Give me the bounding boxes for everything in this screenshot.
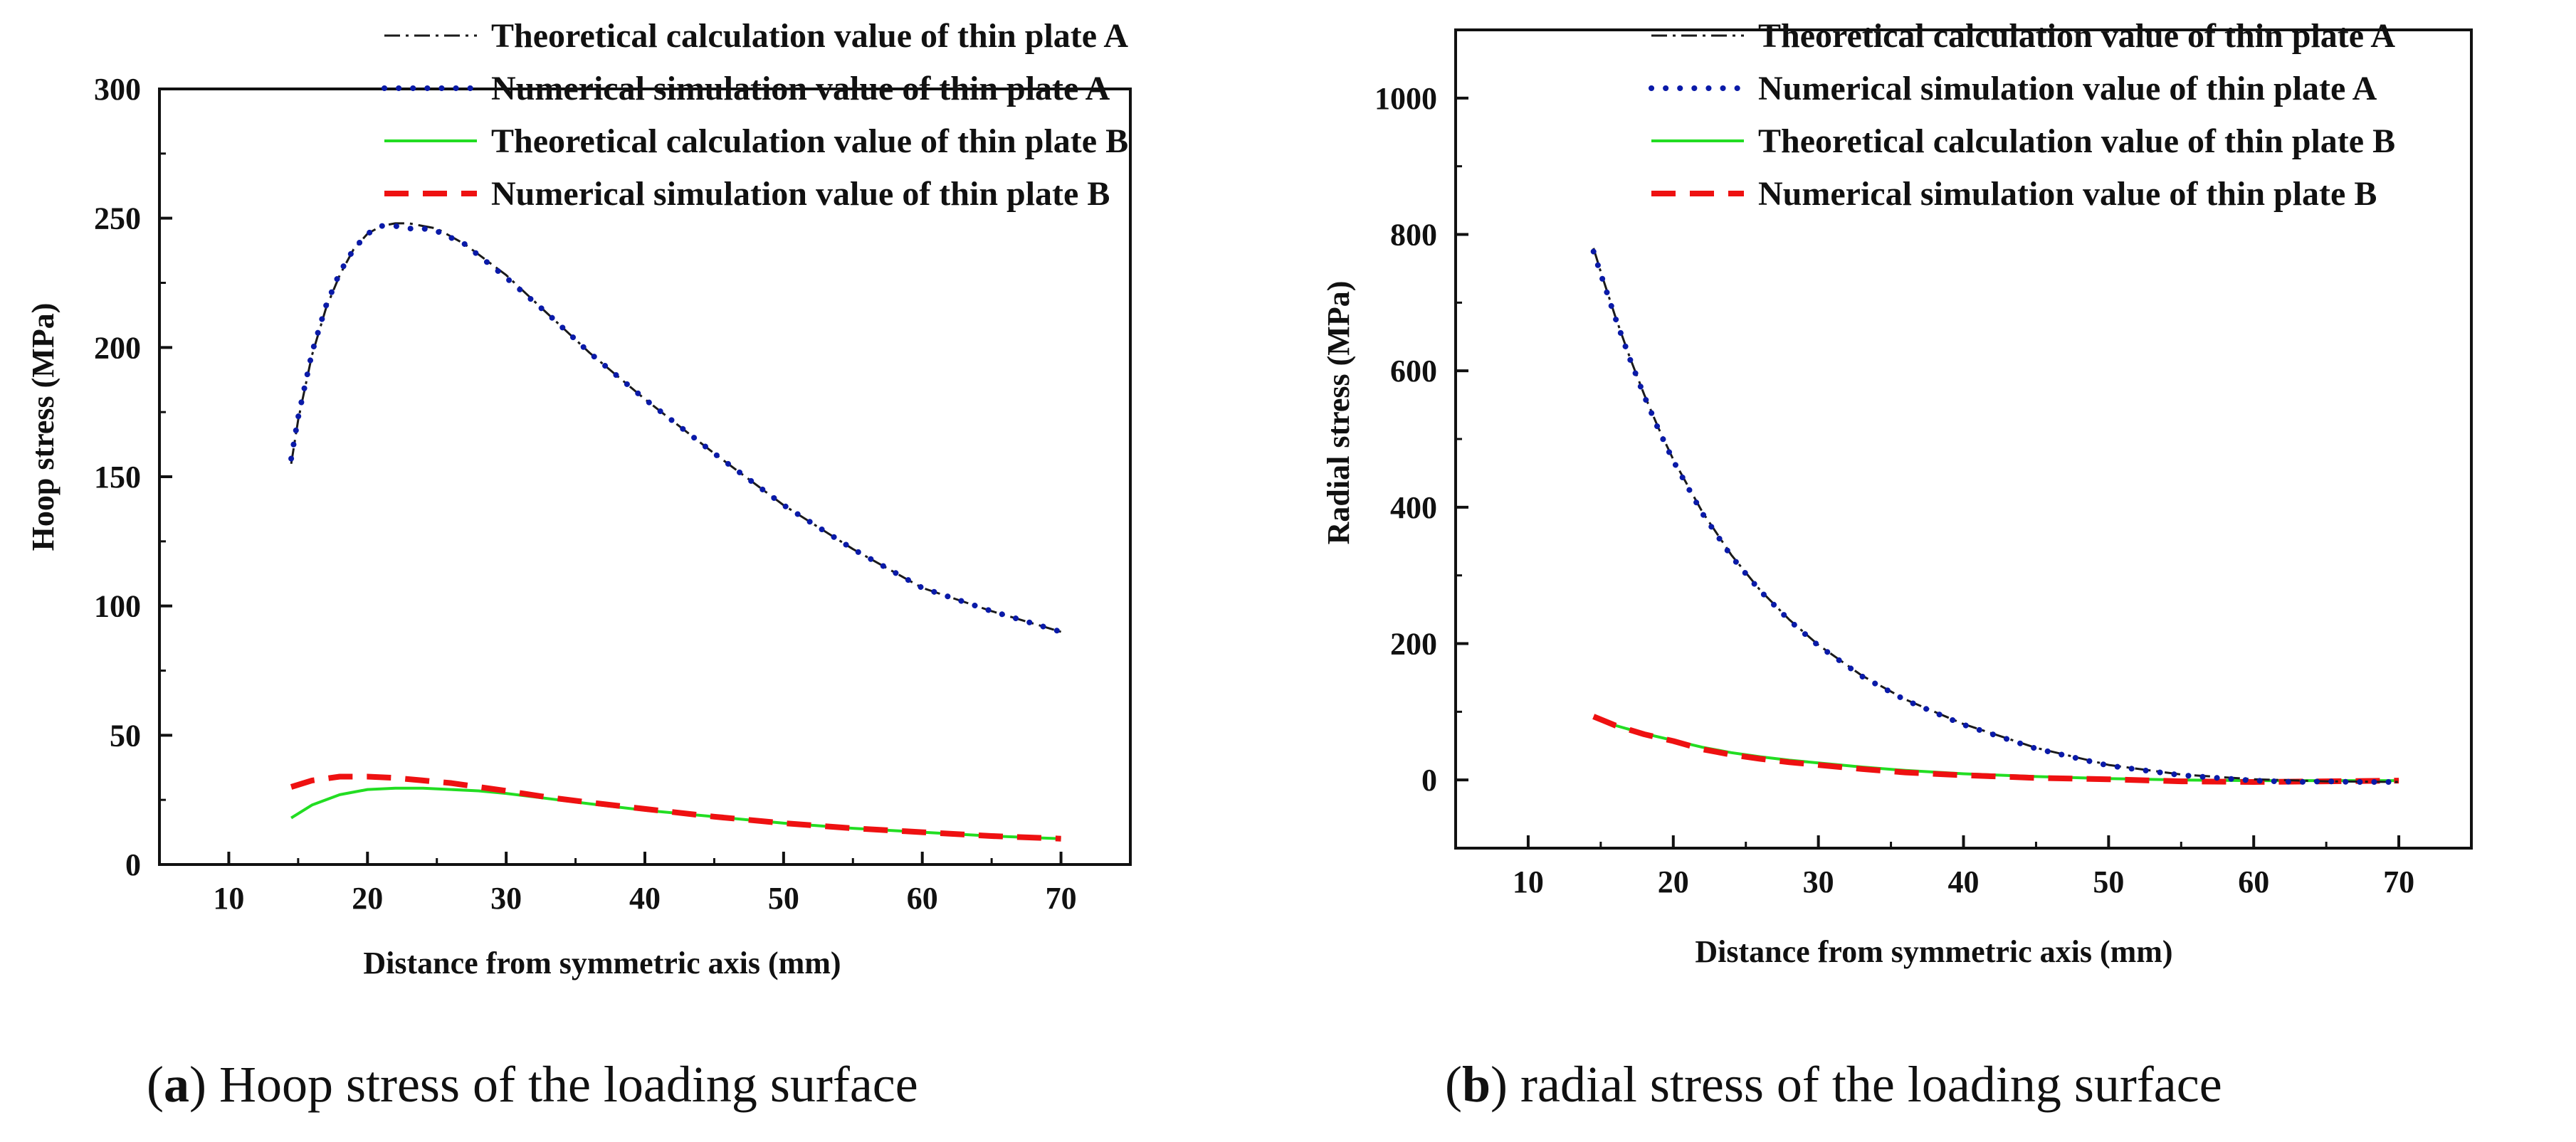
series-line-2	[288, 223, 1064, 635]
axis-ticks: 10 20 30 40 50 60 70 0 50 100 150 200 250 300	[94, 72, 1132, 916]
series-line-4	[1592, 714, 2399, 785]
axis-ticks: 10 20 30 40 50 60 70 0 200 400 600 800 1000	[1374, 28, 2473, 899]
y-tick-label: 250	[94, 201, 141, 236]
series-line-2	[1590, 248, 2402, 785]
y-tick-label: 200	[94, 330, 141, 365]
y-axis-title: Hoop stress (MPa)	[26, 303, 61, 551]
caption-a-text: Hoop stress of the loading surface	[206, 1056, 918, 1113]
y-tick-label: 300	[94, 72, 141, 107]
series-line-4	[290, 773, 1061, 842]
x-axis-title: Distance from symmetric axis (mm)	[363, 946, 841, 980]
y-tick-label: 0	[125, 847, 141, 882]
series-line-1	[1592, 248, 2399, 783]
x-tick-label: 40	[629, 881, 661, 916]
legend-label-3: Theoretical calculation value of thin pl…	[491, 122, 1128, 160]
y-tick-label: 0	[1421, 763, 1437, 798]
caption-b: (b) radial stress of the loading surface	[1445, 1056, 2222, 1113]
series-group	[1590, 248, 2402, 785]
x-tick-label: 10	[213, 881, 244, 916]
y-tick-label: 1000	[1374, 81, 1437, 116]
legend: Theoretical calculation value of thin pl…	[1649, 17, 2395, 213]
x-tick-label: 50	[768, 881, 799, 916]
x-tick-label: 30	[490, 881, 522, 916]
y-tick-label: 200	[1390, 627, 1437, 662]
legend-label-2: Numerical simulation value of thin plate…	[491, 70, 1110, 107]
y-tick-label: 400	[1390, 490, 1437, 525]
x-tick-label: 10	[1513, 865, 1544, 899]
radial-stress-chart: 10 20 30 40 50 60 70 0 200 400 600 800 1000 Distance…	[1321, 17, 2473, 1113]
x-tick-label: 60	[2238, 865, 2269, 899]
x-tick-label: 20	[352, 881, 383, 916]
x-tick-label: 50	[2093, 865, 2124, 899]
caption-a: (a) Hoop stress of the loading surface	[147, 1056, 918, 1113]
legend-label-3: Theoretical calculation value of thin pl…	[1758, 122, 2395, 160]
legend-label-1: Theoretical calculation value of thin pl…	[491, 17, 1128, 55]
y-tick-label: 150	[94, 460, 141, 495]
y-tick-label: 50	[110, 718, 141, 753]
legend-label-1: Theoretical calculation value of thin pl…	[1758, 17, 2395, 55]
x-tick-label: 70	[1046, 881, 1077, 916]
legend-label-4: Numerical simulation value of thin plate…	[491, 175, 1110, 213]
y-tick-label: 100	[94, 589, 141, 624]
caption-b-text: radial stress of the loading surface	[1508, 1056, 2222, 1113]
y-axis-title: Radial stress (MPa)	[1321, 281, 1356, 545]
caption-b-letter: b	[1462, 1056, 1491, 1113]
series-line-1	[290, 222, 1062, 633]
x-tick-label: 70	[2383, 865, 2414, 899]
caption-a-letter: a	[164, 1056, 189, 1113]
y-tick-label: 800	[1390, 218, 1437, 253]
legend-label-4: Numerical simulation value of thin plate…	[1758, 175, 2377, 213]
hoop-stress-chart: 10 20 30 40 50 60 70 0 50 100 150 200 250 300 Distanc…	[26, 17, 1132, 1113]
legend-label-2: Numerical simulation value of thin plate…	[1758, 70, 2377, 107]
y-tick-label: 600	[1390, 354, 1437, 388]
x-tick-label: 20	[1658, 865, 1689, 899]
x-tick-label: 60	[907, 881, 938, 916]
x-tick-label: 30	[1803, 865, 1834, 899]
legend: Theoretical calculation value of thin pl…	[382, 17, 1128, 213]
series-group	[288, 222, 1064, 842]
x-tick-label: 40	[1948, 865, 1980, 899]
x-axis-title: Distance from symmetric axis (mm)	[1695, 934, 2172, 969]
